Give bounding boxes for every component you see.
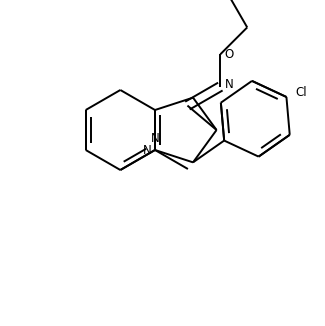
Text: O: O bbox=[224, 48, 234, 61]
Text: Cl: Cl bbox=[295, 86, 306, 99]
Text: N: N bbox=[225, 78, 234, 91]
Text: N: N bbox=[150, 132, 159, 145]
Text: N: N bbox=[143, 143, 152, 156]
